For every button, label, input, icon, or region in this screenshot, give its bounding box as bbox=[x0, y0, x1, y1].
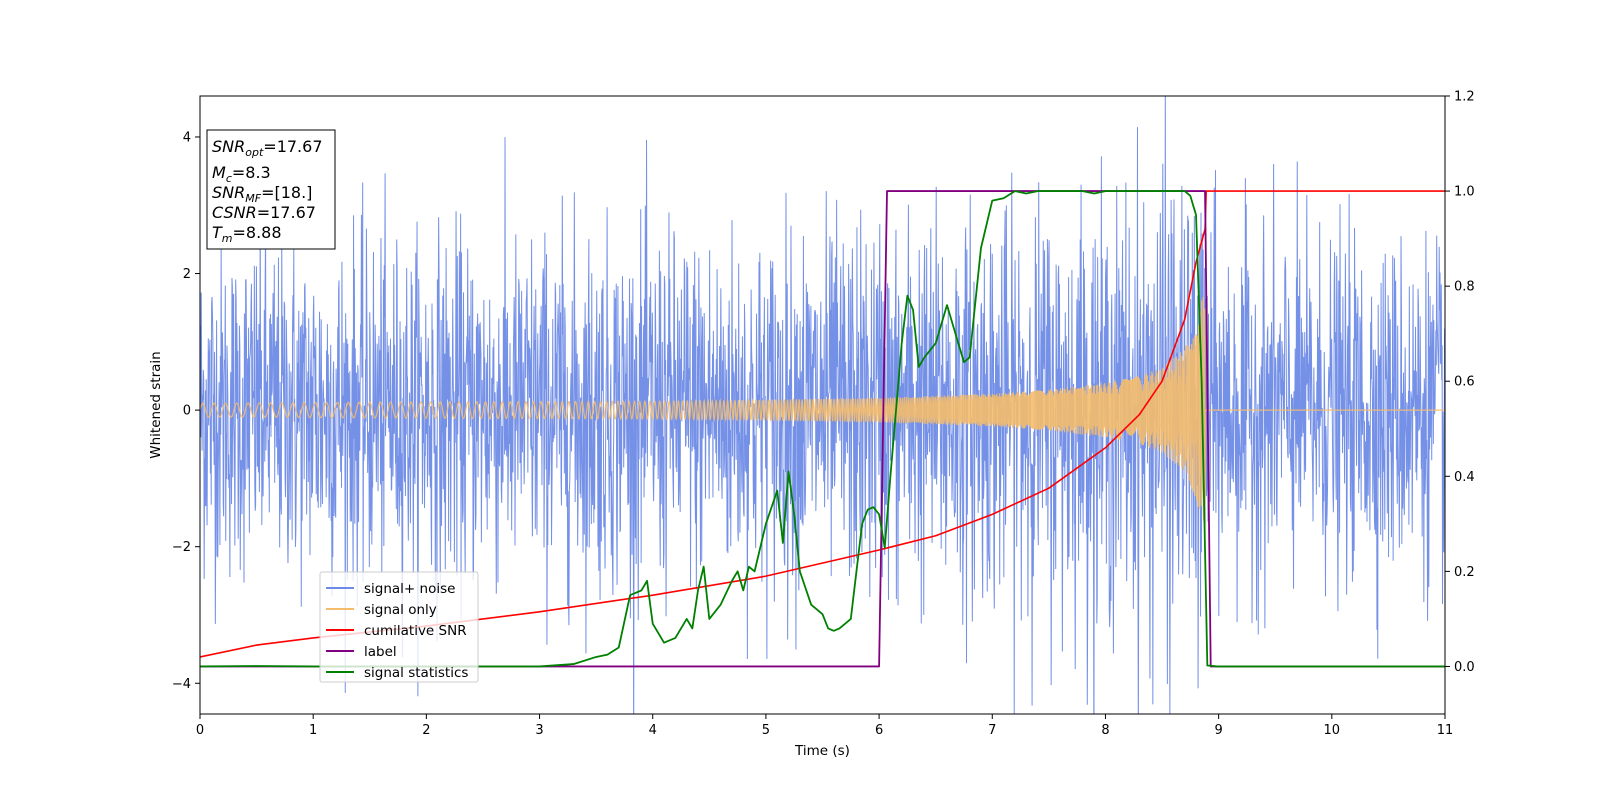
y-tick-label: −4 bbox=[172, 677, 191, 692]
mc-annotation: Mc=8.3 bbox=[212, 163, 271, 185]
y2-tick-label: 0.2 bbox=[1454, 565, 1475, 580]
legend-label: label bbox=[364, 644, 397, 660]
y-axis-label: Whitened strain bbox=[148, 351, 164, 458]
y2-tick-label: 1.0 bbox=[1454, 185, 1475, 200]
snr-mf-annotation: SNRMF=[18.] bbox=[212, 183, 312, 205]
y2-tick-label: 0.0 bbox=[1454, 660, 1475, 675]
series-signal-only bbox=[200, 297, 1445, 533]
legend-label: signal statistics bbox=[364, 665, 468, 681]
x-tick-label: 7 bbox=[988, 723, 996, 738]
x-tick-label: 11 bbox=[1437, 723, 1454, 738]
x-tick-label: 8 bbox=[1101, 723, 1109, 738]
legend-frame bbox=[319, 571, 479, 683]
y2-tick-label: 0.4 bbox=[1454, 470, 1475, 485]
legend-label: cumilative SNR bbox=[364, 623, 467, 639]
legend-label: signal+ noise bbox=[364, 581, 455, 597]
csnr-annotation: CSNR=17.67 bbox=[212, 203, 316, 222]
series-signal-noise bbox=[200, 96, 1445, 714]
x-tick-label: 5 bbox=[762, 723, 770, 738]
y2-tick-label: 1.2 bbox=[1454, 90, 1475, 105]
axes-ticks: 0 1 2 3 4 5 6 7 8 9 10 11 −4 −2 0 2 4 0.0 0.2 0.4 0.6 0.8 1.0 1… bbox=[172, 90, 1475, 739]
snr-opt-annotation: SNRopt=17.67 bbox=[212, 137, 323, 159]
x-tick-label: 3 bbox=[535, 723, 543, 738]
tm-annotation: Tm=8.88 bbox=[212, 223, 282, 245]
y2-tick-label: 0.6 bbox=[1454, 375, 1475, 390]
y-tick-label: 0 bbox=[183, 404, 191, 419]
plot-area bbox=[200, 96, 1445, 714]
y2-tick-label: 0.8 bbox=[1454, 280, 1475, 295]
legend-label: signal only bbox=[364, 602, 437, 618]
series-signal-statistics bbox=[200, 190, 1445, 668]
x-tick-label: 0 bbox=[196, 723, 204, 738]
plot-frame bbox=[199, 95, 1446, 715]
x-axis-label: Time (s) bbox=[794, 743, 850, 759]
x-tick-label: 9 bbox=[1214, 723, 1222, 738]
y-tick-label: 4 bbox=[183, 130, 191, 145]
x-tick-label: 4 bbox=[649, 723, 657, 738]
annotation-box: SNRopt=17.67 Mc=8.3 SNRMF=[18.] CSNR=17.… bbox=[206, 129, 336, 250]
x-tick-label: 2 bbox=[422, 723, 430, 738]
y-tick-label: −2 bbox=[172, 540, 191, 555]
x-tick-label: 1 bbox=[309, 723, 317, 738]
x-tick-label: 10 bbox=[1324, 723, 1341, 738]
legend: signal+ noise signal only cumilative SNR la… bbox=[319, 571, 479, 683]
x-tick-label: 6 bbox=[875, 723, 883, 738]
y-tick-label: 2 bbox=[183, 267, 191, 282]
